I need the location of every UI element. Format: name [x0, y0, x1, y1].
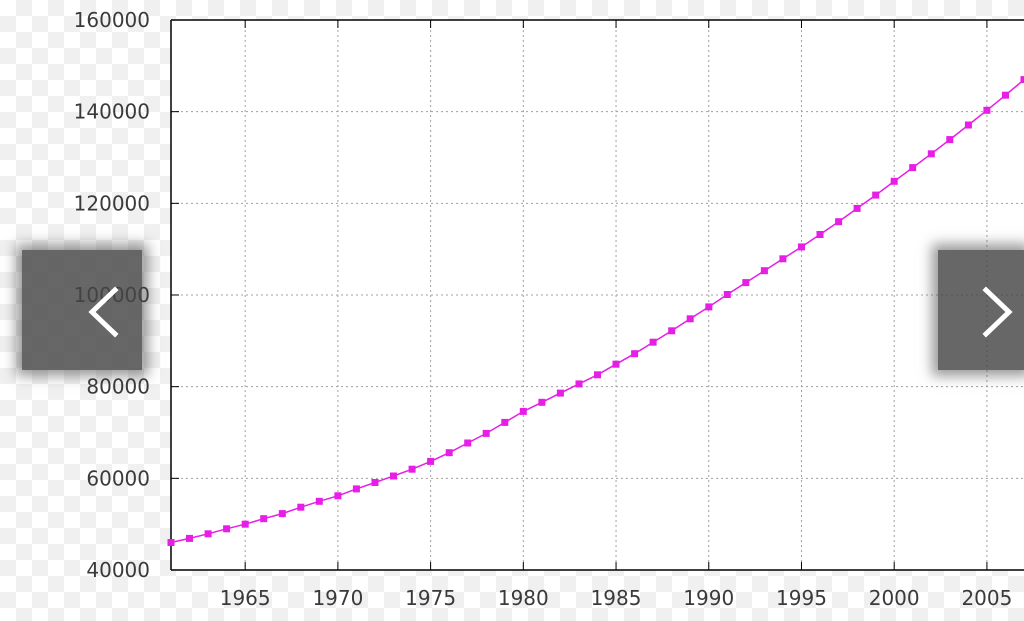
data-point	[186, 534, 193, 542]
x-tick-label: 1975	[405, 586, 456, 610]
chart-axes	[170, 19, 1024, 571]
data-point	[668, 327, 676, 335]
data-point	[519, 407, 527, 415]
data-point	[408, 465, 416, 473]
data-point	[241, 520, 249, 528]
previous-image-button[interactable]	[22, 250, 142, 370]
data-point	[204, 530, 212, 538]
data-point	[315, 497, 323, 505]
data-point	[612, 360, 620, 368]
data-point	[760, 267, 768, 275]
data-point	[427, 457, 435, 465]
data-point	[983, 106, 991, 114]
x-tick-label: 1990	[683, 586, 734, 610]
data-point	[649, 338, 657, 346]
data-point	[872, 191, 880, 199]
y-tick-label: 140000	[74, 100, 150, 124]
y-tick-label: 60000	[86, 466, 150, 490]
data-point	[946, 136, 954, 144]
y-tick-label: 80000	[86, 375, 150, 399]
data-point	[1002, 91, 1009, 99]
data-series	[167, 76, 1024, 546]
data-point	[816, 231, 824, 238]
data-point	[964, 121, 972, 129]
data-point	[1020, 76, 1024, 84]
x-tick-label: 2000	[869, 586, 920, 610]
x-tick-label: 1980	[498, 586, 549, 610]
data-point	[334, 492, 342, 500]
data-point	[223, 525, 231, 533]
data-point	[742, 279, 750, 287]
next-image-button[interactable]	[938, 250, 1024, 370]
data-point	[909, 164, 917, 172]
x-tick-label: 1965	[220, 586, 271, 610]
y-tick-label: 40000	[86, 558, 150, 582]
data-point	[890, 177, 898, 185]
data-point	[464, 439, 472, 447]
data-point	[371, 479, 379, 486]
data-point	[501, 418, 509, 426]
chevron-right-icon	[982, 286, 1013, 338]
x-tick-label: 1970	[312, 586, 363, 610]
x-tick-label: 2005	[961, 586, 1012, 610]
data-point	[297, 503, 305, 511]
data-point	[167, 539, 175, 546]
chevron-left-icon	[88, 286, 119, 338]
data-point	[927, 150, 935, 158]
data-point	[631, 350, 639, 358]
data-point	[723, 291, 731, 298]
data-point	[260, 515, 268, 523]
data-point	[538, 398, 546, 406]
data-point	[686, 315, 694, 323]
chart-grid	[171, 20, 1024, 570]
data-point	[779, 255, 787, 263]
data-point	[278, 510, 286, 518]
x-tick-label: 1995	[776, 586, 827, 610]
y-tick-label: 120000	[74, 191, 150, 215]
data-point	[556, 389, 564, 397]
data-point	[445, 449, 453, 457]
data-point	[705, 303, 713, 311]
data-point	[835, 218, 843, 226]
y-tick-label: 160000	[74, 8, 150, 32]
data-point	[390, 472, 397, 480]
data-point	[575, 380, 583, 388]
x-tick-label: 1985	[591, 586, 642, 610]
data-point	[482, 429, 490, 437]
data-point	[594, 371, 601, 379]
data-point	[798, 243, 805, 251]
data-point	[853, 204, 861, 212]
data-point	[352, 485, 360, 493]
